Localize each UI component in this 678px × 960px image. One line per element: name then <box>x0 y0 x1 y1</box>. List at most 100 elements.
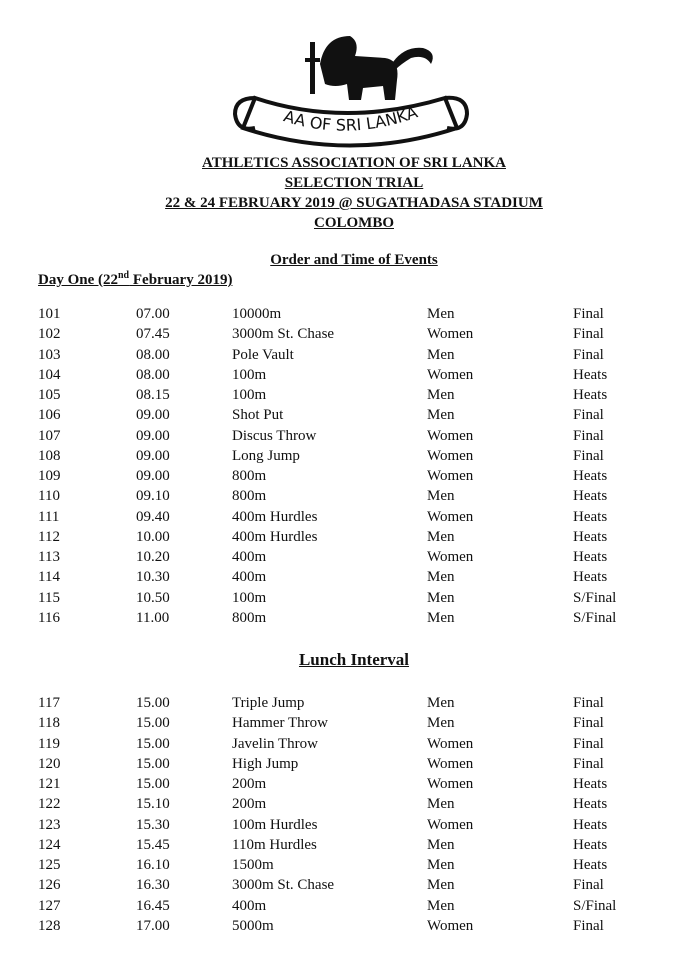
table-row: 128 17.00 5000m Women Final <box>0 916 678 936</box>
table-row: 127 16.45 400m Men S/Final <box>0 896 678 916</box>
table-row: 113 10.20 400m Women Heats <box>0 547 678 567</box>
round: Heats <box>573 366 608 383</box>
event-name: 3000m St. Chase <box>232 877 335 894</box>
round: Final <box>573 306 604 322</box>
time: 09.00 <box>136 447 170 464</box>
category: Women <box>427 755 474 772</box>
time: 08.15 <box>136 387 170 403</box>
category: Women <box>427 508 474 525</box>
category: Men <box>427 857 455 873</box>
event-name: 400m <box>232 569 267 586</box>
event-number: 120 <box>38 755 61 772</box>
time: 15.10 <box>136 796 170 813</box>
event-name: 400m Hurdles <box>232 528 318 545</box>
round: Final <box>573 695 604 711</box>
table-row: 109 09.00 800m Women Heats <box>0 466 678 486</box>
time: 16.30 <box>136 877 170 894</box>
event-number: 101 <box>38 306 61 322</box>
event-name: 110m Hurdles <box>232 836 317 853</box>
time: 07.45 <box>136 326 170 343</box>
time: 15.00 <box>136 715 170 732</box>
event-number: 106 <box>38 407 61 424</box>
round: Final <box>573 755 604 772</box>
table-row: 115 10.50 100m Men S/Final <box>0 588 678 608</box>
category: Men <box>427 346 455 363</box>
round: Final <box>573 346 604 363</box>
event-number: 108 <box>38 447 61 464</box>
time: 10.20 <box>136 549 170 565</box>
time: 10.50 <box>136 589 170 606</box>
event-name: 100m Hurdles <box>232 816 318 833</box>
round: Final <box>573 407 604 424</box>
time: 16.10 <box>136 857 170 873</box>
table-row: 116 11.00 800m Men S/Final <box>0 608 678 628</box>
table-row: 108 09.00 Long Jump Women Final <box>0 446 678 466</box>
round: S/Final <box>573 897 617 914</box>
event-number: 114 <box>38 569 60 586</box>
table-row: 110 09.10 800m Men Heats <box>0 486 678 506</box>
time: 15.00 <box>136 695 170 711</box>
event-number: 118 <box>38 715 60 732</box>
category: Men <box>427 387 455 403</box>
round: Heats <box>573 528 608 545</box>
event-name: Long Jump <box>232 447 300 464</box>
event-number: 119 <box>38 735 60 752</box>
round: Heats <box>573 549 608 565</box>
table-row: 107 09.00 Discus Throw Women Final <box>0 426 678 446</box>
time: 10.00 <box>136 528 170 545</box>
category: Men <box>427 488 455 505</box>
day-ordinal: nd <box>118 270 130 281</box>
category: Women <box>427 816 474 833</box>
event-name: Discus Throw <box>232 427 317 444</box>
event-name: 5000m <box>232 917 274 934</box>
category: Men <box>427 589 455 606</box>
event-number: 124 <box>38 836 61 853</box>
round: Heats <box>573 387 608 403</box>
table-row: 125 16.10 1500m Men Heats <box>0 855 678 875</box>
round: Final <box>573 427 604 444</box>
event-number: 102 <box>38 326 61 343</box>
category: Men <box>427 715 455 732</box>
table-row: 119 15.00 Javelin Throw Women Final <box>0 734 678 754</box>
category: Women <box>427 735 474 752</box>
category: Men <box>427 836 455 853</box>
round: Heats <box>573 776 608 792</box>
event-name: Hammer Throw <box>232 715 328 732</box>
table-row: 121 15.00 200m Women Heats <box>0 774 678 794</box>
category: Women <box>427 468 474 484</box>
round: S/Final <box>573 589 617 606</box>
event-number: 128 <box>38 917 61 934</box>
time: 09.00 <box>136 407 170 424</box>
table-row: 103 08.00 Pole Vault Men Final <box>0 345 678 365</box>
category: Women <box>427 776 474 792</box>
event-name: 800m <box>232 468 267 484</box>
lunch-interval-heading: Lunch Interval <box>298 650 410 669</box>
table-row: 111 09.40 400m Hurdles Women Heats <box>0 507 678 527</box>
time: 07.00 <box>136 306 170 322</box>
time: 15.45 <box>136 836 170 853</box>
event-number: 110 <box>38 488 60 505</box>
event-name: 800m <box>232 609 267 626</box>
round: Heats <box>573 468 608 484</box>
event-number: 121 <box>38 776 61 792</box>
event-number: 123 <box>38 816 61 833</box>
schedule-subtitle: Order and Time of Events <box>270 252 438 268</box>
aa-sri-lanka-logo: AA OF SRI LANKA <box>225 28 475 150</box>
round: Final <box>573 447 604 464</box>
round: Heats <box>573 816 608 833</box>
time: 16.45 <box>136 897 170 914</box>
day-prefix: Day One (22 <box>38 272 118 288</box>
day-heading: Day One (22nd February 2019) <box>38 270 232 289</box>
event-name: Javelin Throw <box>232 735 318 752</box>
event-name: 10000m <box>232 306 282 322</box>
category: Men <box>427 609 455 626</box>
round: Final <box>573 735 604 752</box>
table-row: 117 15.00 Triple Jump Men Final <box>0 693 678 713</box>
event-name: 100m <box>232 589 267 606</box>
event-name: 400m <box>232 549 267 565</box>
event-name: Shot Put <box>232 407 284 424</box>
event-name: High Jump <box>232 755 299 772</box>
table-row: 124 15.45 110m Hurdles Men Heats <box>0 835 678 855</box>
event-number: 116 <box>38 609 60 626</box>
event-number: 103 <box>38 346 61 363</box>
